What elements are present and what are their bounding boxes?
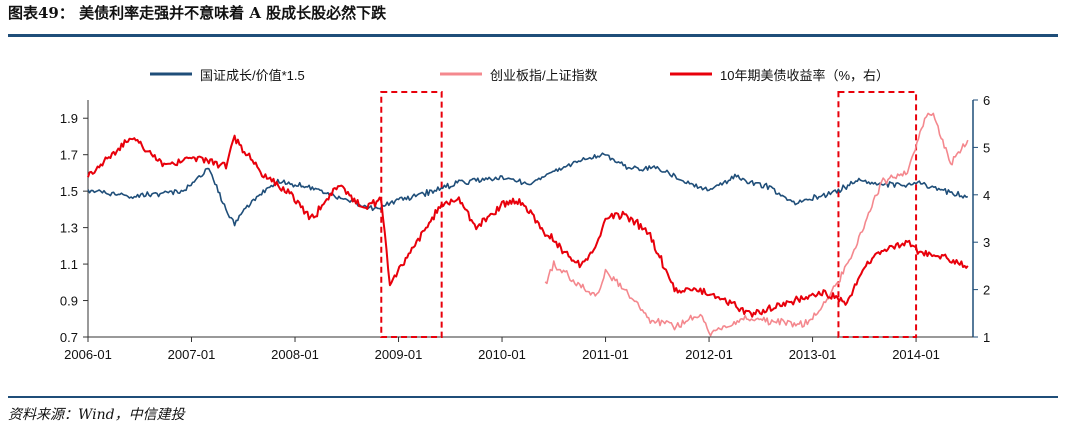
y-left-tick-label: 1.7 (60, 148, 78, 163)
y-left-tick-label: 1.9 (60, 111, 78, 126)
y-left-tick-label: 0.7 (60, 330, 78, 345)
x-tick-label: 2014-01 (892, 347, 940, 362)
y-left-tick-label: 0.9 (60, 294, 78, 309)
figure-title: 图表49： 美债利率走强并不意味着 A 股成长股必然下跌 (8, 4, 387, 22)
series-line (87, 152, 969, 227)
series-lines (87, 112, 969, 337)
highlight-boxes (380, 91, 918, 338)
y-right-tick-label: 3 (983, 235, 990, 250)
y-left-tick-label: 1.5 (60, 184, 78, 199)
y-right-tick-label: 5 (983, 140, 990, 155)
x-tick-label: 2008-01 (271, 347, 319, 362)
highlight-box (837, 91, 918, 338)
axes: 0.7 0.9 1.1 1.3 1.5 1.7 1.9 1 2 3 4 5 6 2006-01 2007-0… (60, 93, 990, 362)
x-tick-label: 2009-01 (375, 347, 423, 362)
series-line (87, 134, 969, 318)
x-tick-label: 2007-01 (168, 347, 216, 362)
y-left-tick-label: 1.3 (60, 221, 78, 236)
x-tick-label: 2013-01 (789, 347, 837, 362)
y-right-tick-label: 6 (983, 93, 990, 108)
x-tick-label: 2011-01 (582, 347, 629, 362)
line-chart: 0.7 0.9 1.1 1.3 1.5 1.7 1.9 1 2 3 4 5 6 2006-01 2007-0… (60, 68, 990, 362)
y-right-tick-label: 1 (983, 330, 990, 345)
x-tick-label: 2012-01 (685, 347, 733, 362)
legend-label: 国证成长/价值*1.5 (200, 68, 305, 83)
y-right-tick-label: 2 (983, 283, 990, 298)
x-tick-label: 2006-01 (64, 347, 112, 362)
y-right-tick-label: 4 (983, 188, 990, 203)
legend-label: 创业板指/上证指数 (490, 68, 598, 83)
footer-rule (8, 396, 1058, 398)
legend-label: 10年期美债收益率（%，右） (720, 68, 889, 83)
series-line (544, 112, 969, 337)
y-left-tick-label: 1.1 (60, 257, 78, 272)
title-rule (8, 34, 1058, 37)
highlight-box (380, 91, 443, 338)
legend: 国证成长/价值*1.5 创业板指/上证指数 10年期美债收益率（%，右） (150, 68, 889, 83)
x-tick-label: 2010-01 (478, 347, 526, 362)
source-note: 资料来源：Wind，中信建投 (8, 407, 185, 423)
